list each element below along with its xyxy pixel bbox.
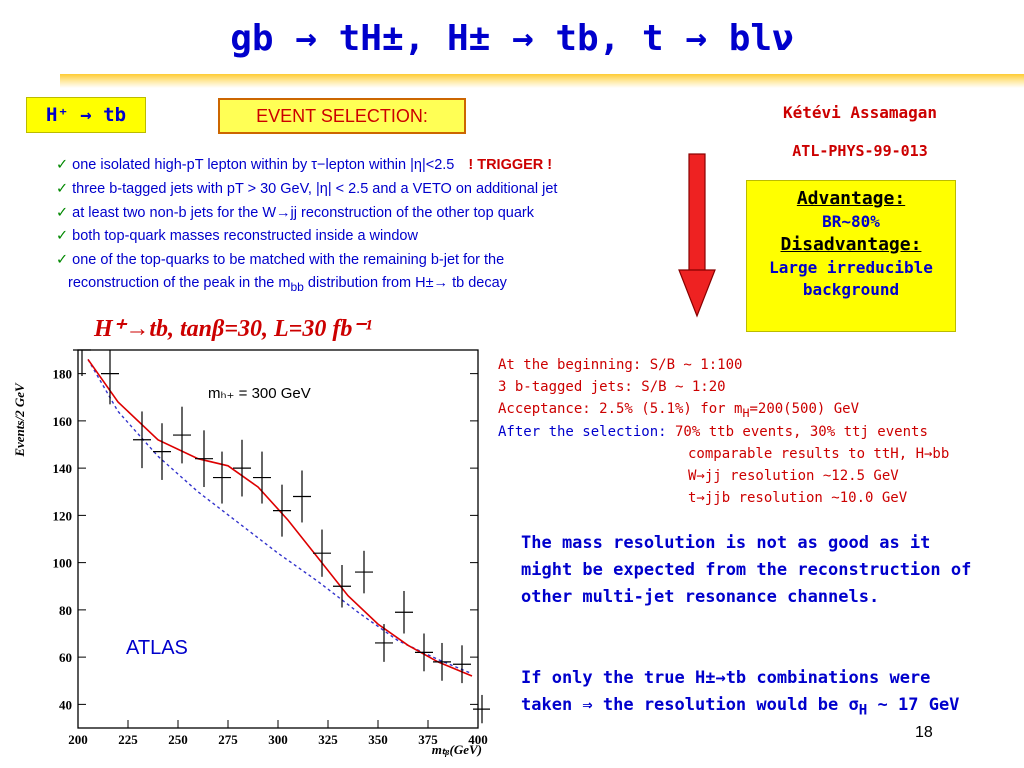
after-selection-label: After the selection: [498,424,667,440]
x-tick-label: 400 [468,732,488,747]
data-point [173,406,191,464]
data-point [273,484,291,537]
advantage-text: BR~80% [822,212,880,231]
result-line-3: Acceptance: 2.5% (5.1%) for mH=200(500) … [498,401,860,420]
x-tick-label: 250 [168,732,188,747]
data-point [433,642,451,681]
data-point [195,430,213,488]
y-tick-label: 180 [53,367,73,382]
result-line-1: At the beginning: S/B ~ 1:100 [498,357,743,373]
plot-frame [77,349,479,729]
author-name: Kétévi Assamagan [782,103,938,122]
criterion-1: ✓ one isolated high-pT lepton within by τ… [56,157,552,173]
result-line-5: comparable results to ttH, H→bb [688,446,950,462]
data-point [453,645,471,684]
result-line-7: t→jjb resolution ~10.0 GeV [688,490,908,506]
data-point [355,550,373,594]
x-tick-label: 225 [118,732,138,747]
y-axis-ticks: 40 60 80 100 120 140 160 180 [53,367,478,712]
criterion-5-continuation: reconstruction of the peak in the mbb di… [68,275,507,294]
x-axis-ticks: 200 225 250 275 300 325 350 375 400 [68,720,488,747]
criterion-5: ✓ one of the top-quarks to be matched wit… [56,252,504,268]
event-selection-header: EVENT SELECTION: [218,98,466,134]
criterion-4: ✓ both top-quark masses reconstructed ins… [56,228,418,244]
document-reference: ATL-PHYS-99-013 [792,142,928,160]
y-tick-label: 140 [53,461,73,476]
data-point [133,411,151,469]
down-arrow-icon [678,153,716,318]
channel-label-box: H⁺ → tb [26,97,146,133]
advantage-heading: Advantage: [796,188,906,209]
data-point [153,423,171,480]
mass-annotation: mₕ₊ = 300 GeV [208,385,311,402]
checkmark-icon: ✓ [56,181,69,197]
data-point [395,590,413,634]
disadvantage-text-1: Large irreducible [769,258,933,277]
data-point [415,633,433,672]
x-tick-label: 300 [268,732,288,747]
data-point [253,451,271,504]
result-line-6: W→jj resolution ~12.5 GeV [688,468,899,484]
title-underline-bar [60,74,1024,88]
data-point [313,529,331,577]
plot-title: H⁺→tb, tanβ=30, L=30 fb⁻¹ [94,316,373,342]
data-point [333,564,351,608]
true-combination-note: If only the true H±→tb combinations were… [521,668,960,719]
resolution-note: The mass resolution is not as good as it… [521,533,972,607]
x-axis-label: mₜᵦ(GeV) [432,742,482,757]
data-point [101,350,119,405]
data-point [213,451,231,504]
x-tick-label: 325 [318,732,338,747]
checkmark-icon: ✓ [56,228,69,244]
disadvantage-text-2: background [802,280,900,299]
checkmark-icon: ✓ [56,252,69,268]
y-tick-label: 40 [59,697,72,712]
y-tick-label: 60 [59,650,72,665]
result-line-2: 3 b-tagged jets: S/B ~ 1:20 [498,379,726,395]
data-points [73,349,490,724]
criterion-text: three b-tagged jets with pT > 30 GeV, |η… [72,181,558,197]
fit-curve [87,358,473,677]
data-point [293,470,311,523]
result-line-4: After the selection: 70% ttb events, 30%… [498,424,928,440]
atlas-label: ATLAS [126,637,188,659]
x-tick-label: 200 [68,732,88,747]
x-tick-label: 275 [218,732,238,747]
criterion-text: one isolated high-pT lepton within by τ−… [72,157,455,173]
y-tick-label: 120 [53,508,73,523]
data-point [233,439,251,497]
y-tick-label: 80 [59,603,72,618]
x-tick-label: 350 [368,732,388,747]
y-tick-label: 160 [53,414,73,429]
data-point [473,694,490,724]
data-point [73,349,91,376]
mass-distribution-plot: 40 60 80 100 120 140 160 180 200 225 250 275 300 325… [12,349,490,757]
advantage-box: Advantage: BR~80% Disadvantage: Large ir… [746,180,956,332]
criterion-2: ✓ three b-tagged jets with pT > 30 GeV, |… [56,181,557,197]
criterion-3: ✓ at least two non-b jets for the W→jj re… [56,205,534,221]
y-axis-label: Events/2 GeV [12,382,27,458]
disadvantage-heading: Disadvantage: [780,234,922,255]
checkmark-icon: ✓ [56,205,69,221]
data-point [375,624,393,662]
trigger-note: ! TRIGGER ! [468,157,553,173]
x-tick-label: 375 [418,732,438,747]
criterion-text: one of the top-quarks to be matched with… [72,252,505,268]
criterion-text: both top-quark masses reconstructed insi… [72,228,418,244]
checkmark-icon: ✓ [56,157,69,173]
slide-title: gb → tH±, H± → tb, t → blν [230,18,794,59]
y-tick-label: 100 [53,556,73,571]
criterion-text: at least two non-b jets for the W→jj rec… [72,205,534,221]
page-number: 18 [915,724,933,741]
